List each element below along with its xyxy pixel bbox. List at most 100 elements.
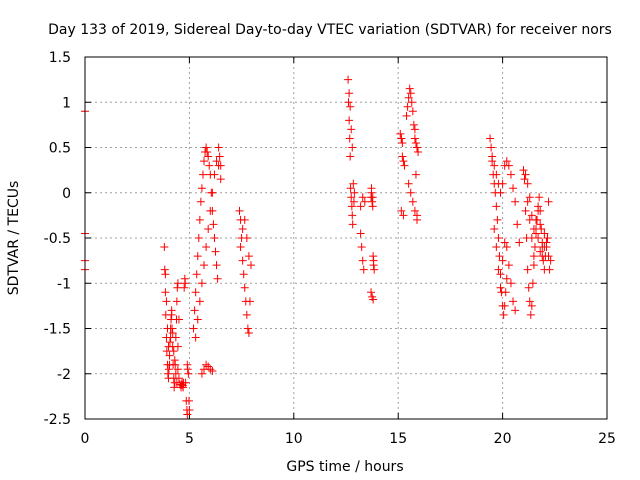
data-point [486, 134, 495, 143]
data-point [535, 193, 544, 202]
data-point [242, 234, 251, 242]
data-point [174, 315, 183, 324]
data-point [243, 324, 252, 333]
data-point [399, 157, 408, 166]
data-point [244, 252, 253, 261]
data-point [209, 220, 218, 229]
data-point [189, 324, 198, 333]
data-point [515, 238, 524, 247]
data-point [172, 297, 181, 306]
data-point [504, 161, 513, 170]
data-point [397, 134, 406, 143]
data-point [245, 297, 254, 306]
data-point [369, 295, 378, 304]
data-point [368, 197, 377, 206]
x-tick-label: 5 [185, 431, 194, 447]
y-tick-label: 1 [62, 95, 71, 111]
data-point [529, 252, 538, 261]
data-point [173, 279, 182, 288]
data-point [500, 238, 509, 247]
data-point [408, 197, 417, 206]
data-point [511, 306, 520, 315]
data-point [242, 310, 251, 319]
y-tick-label: -1 [57, 276, 71, 292]
data-point [214, 143, 223, 152]
data-point [349, 197, 358, 206]
data-point [346, 184, 355, 193]
data-point [163, 369, 172, 378]
data-point [193, 315, 202, 324]
data-point [347, 125, 356, 134]
data-point [527, 211, 536, 220]
data-point [358, 256, 367, 265]
data-point [345, 134, 354, 143]
data-point [396, 129, 405, 138]
data-point [544, 197, 553, 206]
data-point [500, 301, 509, 310]
data-point [349, 179, 358, 188]
data-point [195, 297, 204, 306]
data-point [496, 283, 505, 292]
data-point [492, 202, 501, 211]
data-point [193, 252, 202, 261]
data-point [165, 351, 174, 360]
data-point [212, 261, 221, 270]
data-point [412, 143, 421, 152]
data-point [499, 310, 508, 319]
y-tick-label: 0.5 [49, 141, 71, 157]
data-point [181, 279, 190, 288]
data-point [348, 211, 357, 220]
data-point [494, 265, 503, 274]
data-point [529, 224, 538, 233]
data-point [346, 152, 355, 161]
data-point [206, 206, 215, 215]
x-tick-label: 0 [81, 431, 90, 447]
data-point [162, 347, 171, 356]
data-point [345, 116, 354, 125]
data-point [345, 89, 354, 98]
data-point [406, 89, 415, 98]
data-point [173, 283, 182, 292]
data-point [406, 188, 415, 197]
data-point [202, 243, 211, 252]
y-axis-label: SDTVAR / TECUs [6, 181, 22, 296]
data-point [246, 261, 255, 270]
data-point [502, 157, 511, 166]
data-point [168, 329, 177, 338]
data-point [191, 288, 200, 297]
data-point [348, 220, 357, 229]
data-point [173, 342, 182, 351]
data-point [204, 224, 213, 233]
data-point [238, 224, 247, 233]
data-point [205, 161, 214, 170]
data-point [244, 329, 253, 338]
data-point [534, 234, 543, 242]
data-point [164, 342, 173, 351]
data-point [495, 252, 504, 261]
data-point [166, 333, 175, 342]
data-point [165, 338, 174, 347]
data-point [370, 265, 379, 274]
data-point [183, 365, 192, 374]
data-point [490, 161, 499, 170]
data-point [511, 197, 520, 206]
data-point [173, 365, 182, 374]
data-point [197, 184, 206, 193]
data-point [493, 215, 502, 224]
data-point [210, 170, 219, 179]
data-point [534, 206, 543, 215]
data-point [400, 161, 409, 170]
data-point [405, 84, 414, 93]
data-point [350, 188, 359, 197]
data-point [161, 270, 170, 279]
data-point [171, 369, 180, 378]
y-tick-label: 1.5 [49, 50, 71, 66]
data-point [513, 220, 522, 229]
data-point [212, 157, 221, 166]
data-point [492, 170, 501, 179]
data-point [208, 188, 217, 197]
data-point [215, 152, 224, 161]
data-point [411, 138, 420, 147]
data-point [183, 410, 192, 419]
data-point [202, 143, 211, 152]
